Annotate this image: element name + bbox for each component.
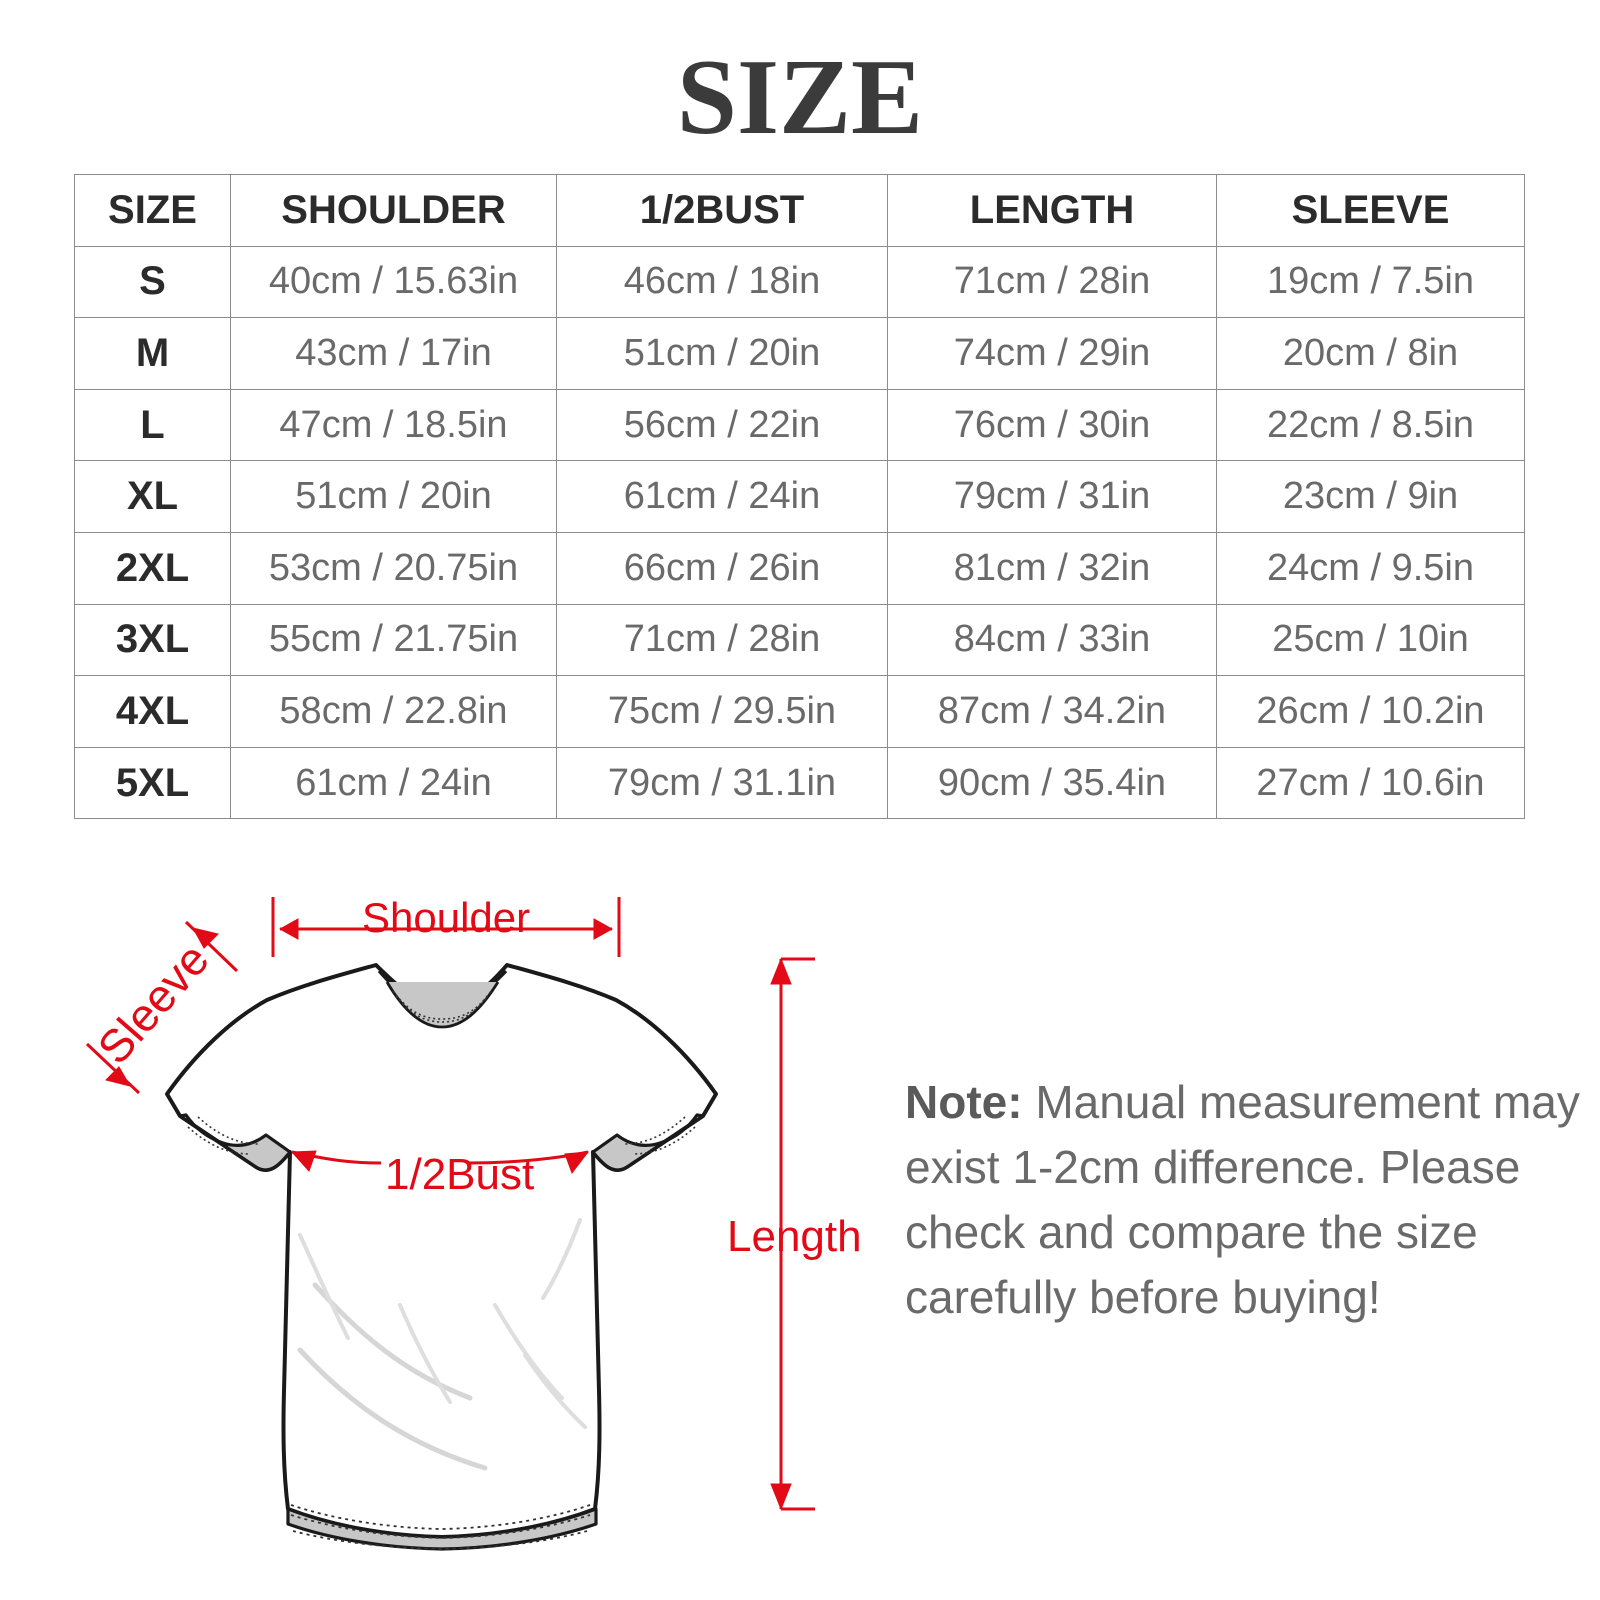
svg-text:1/2Bust: 1/2Bust <box>385 1150 534 1199</box>
svg-text:Shoulder: Shoulder <box>362 894 530 941</box>
svg-text:Sleeve: Sleeve <box>87 933 219 1073</box>
svg-text:Length: Length <box>727 1212 862 1261</box>
